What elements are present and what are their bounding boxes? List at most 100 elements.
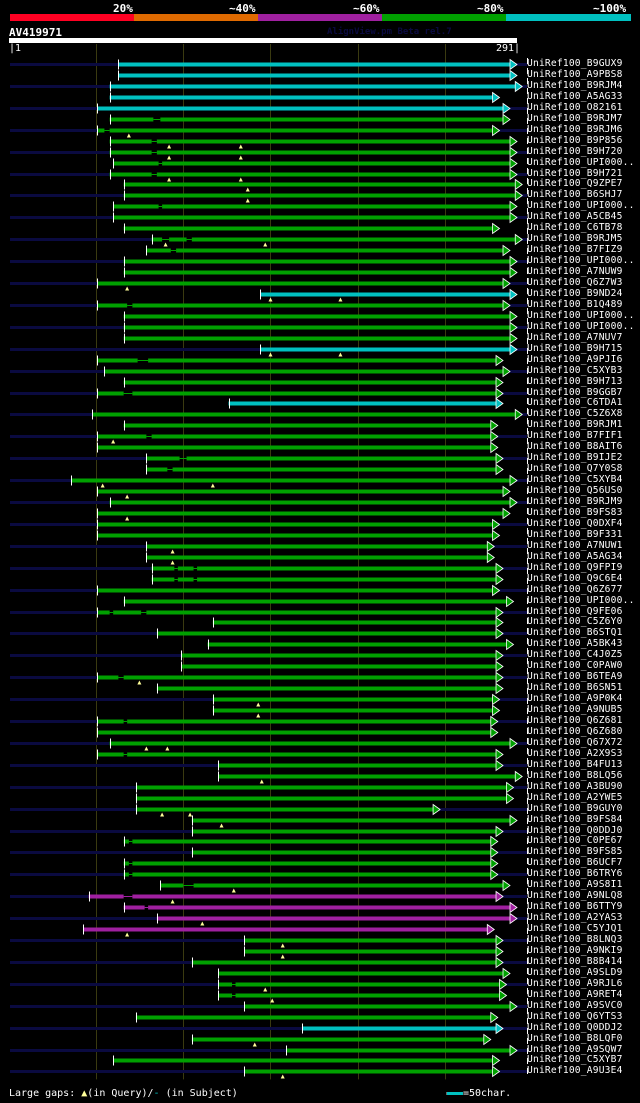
hit-label[interactable]: UniRef100_B6STQ1 — [527, 627, 623, 638]
hit-label[interactable]: UniRef100_B9GGB7 — [527, 387, 623, 398]
hit-label[interactable]: UniRef100_C6TDA1 — [527, 397, 623, 408]
hit-label[interactable]: UniRef100_A9RET4 — [527, 989, 623, 1000]
hit-label[interactable]: UniRef100_A9P0K4 — [527, 693, 623, 704]
hit-label[interactable]: UniRef100_Q6Z681 — [527, 715, 623, 726]
hit-label[interactable]: UniRef100_C6TB78 — [527, 222, 623, 233]
hit-label[interactable]: UniRef100_A9SLD9 — [527, 967, 623, 978]
hit-label[interactable]: UniRef100_C5Z6Y0 — [527, 616, 623, 627]
hit-label[interactable]: UniRef100_A9SQW7 — [527, 1044, 623, 1055]
hit-end-arrow — [506, 792, 515, 805]
hit-label[interactable]: UniRef100_B8LNQ3 — [527, 934, 623, 945]
hit-label[interactable]: UniRef100_C4J0Z5 — [527, 649, 623, 660]
hit-end-arrow — [490, 430, 499, 443]
hit-label[interactable]: UniRef100_B9RJM7 — [527, 113, 623, 124]
hit-label[interactable]: UniRef100_Q9C6E4 — [527, 573, 623, 584]
hit-label[interactable]: UniRef100_B7FIZ9 — [527, 244, 623, 255]
hit-label[interactable]: UniRef100_B6SHJ7 — [527, 189, 623, 200]
hit-label[interactable]: UniRef100_Q6Z7W3 — [527, 277, 623, 288]
hit-label[interactable]: UniRef100_B9P856 — [527, 135, 623, 146]
hit-label[interactable]: UniRef100_A9NLQ8 — [527, 890, 623, 901]
hit-label[interactable]: UniRef100_C5Z6X8 — [527, 408, 623, 419]
hit-label[interactable]: UniRef100_B9FS85 — [527, 846, 623, 857]
hit-label[interactable]: UniRef100_A9S8I1 — [527, 879, 623, 890]
hit-label[interactable]: UniRef100_A7NUW9 — [527, 266, 623, 277]
hit-label[interactable]: UniRef100_O82161 — [527, 102, 623, 113]
hit-label[interactable]: UniRef100_B6SN51 — [527, 682, 623, 693]
hit-label[interactable]: UniRef100_B6TEA9 — [527, 671, 623, 682]
hit-label[interactable]: UniRef100_Q7Y0S8 — [527, 463, 623, 474]
hit-label[interactable]: UniRef100_A9SVC0 — [527, 1000, 623, 1011]
hit-label[interactable]: UniRef100_C5XYB4 — [527, 474, 623, 485]
hit-label[interactable]: UniRef100_B1Q489 — [527, 299, 623, 310]
hit-label[interactable]: UniRef100_B9RJM6 — [527, 124, 623, 135]
hit-label[interactable]: UniRef100_A2YAS3 — [527, 912, 623, 923]
hit-label[interactable]: UniRef100_UPI000.. — [527, 310, 635, 321]
hit-end-arrow — [492, 704, 501, 717]
hit-label[interactable]: UniRef100_Q6Z677 — [527, 584, 623, 595]
hit-label[interactable]: UniRef100_B9RJM5 — [527, 233, 623, 244]
hit-end-arrow — [514, 80, 523, 93]
hit-label[interactable]: UniRef100_C0PAW0 — [527, 660, 623, 671]
hit-label[interactable]: UniRef100_B8LQF0 — [527, 1033, 623, 1044]
hit-label[interactable]: UniRef100_A9NKI9 — [527, 945, 623, 956]
hit-label[interactable]: UniRef100_UPI000.. — [527, 200, 635, 211]
hit-label[interactable]: UniRef100_B9IJE2 — [527, 452, 623, 463]
hit-label[interactable]: UniRef100_B9GUX9 — [527, 58, 623, 69]
hit-label[interactable]: UniRef100_B9GUY0 — [527, 803, 623, 814]
hit-label[interactable]: UniRef100_B8AIT6 — [527, 441, 623, 452]
hit-label[interactable]: UniRef100_B9FS83 — [527, 507, 623, 518]
hit-label[interactable]: UniRef100_Q9FPI9 — [527, 562, 623, 573]
hit-label[interactable]: UniRef100_Q67X72 — [527, 737, 623, 748]
hit-label[interactable]: UniRef100_A7NUW1 — [527, 540, 623, 551]
hit-end-arrow — [490, 419, 499, 432]
hit-label[interactable]: UniRef100_B9RJM4 — [527, 80, 623, 91]
hit-label[interactable]: UniRef100_A9PBS8 — [527, 69, 623, 80]
hit-label[interactable]: UniRef100_B8LQ56 — [527, 770, 623, 781]
hit-label[interactable]: UniRef100_A9U3E4 — [527, 1065, 623, 1076]
hit-label[interactable]: UniRef100_Q0DDJ0 — [527, 825, 623, 836]
hit-label[interactable]: UniRef100_Q56US0 — [527, 485, 623, 496]
hit-label[interactable]: UniRef100_A9PJI6 — [527, 354, 623, 365]
hit-label[interactable]: UniRef100_C5XYB3 — [527, 365, 623, 376]
hit-label[interactable]: UniRef100_B9FS84 — [527, 814, 623, 825]
hit-label[interactable]: UniRef100_C0PE67 — [527, 835, 623, 846]
hit-label[interactable]: UniRef100_B6TRY6 — [527, 868, 623, 879]
hit-label[interactable]: UniRef100_UPI000.. — [527, 157, 635, 168]
hit-label[interactable]: UniRef100_Q0DXF4 — [527, 518, 623, 529]
hit-label[interactable]: UniRef100_A5AG34 — [527, 551, 623, 562]
hit-label[interactable]: UniRef100_B6UCF7 — [527, 857, 623, 868]
hit-label[interactable]: UniRef100_A5BK43 — [527, 638, 623, 649]
hit-label[interactable]: UniRef100_A2X9S3 — [527, 748, 623, 759]
hit-label[interactable]: UniRef100_B8B414 — [527, 956, 623, 967]
hit-end-arrow — [495, 616, 504, 629]
hit-label[interactable]: UniRef100_Q6YTS3 — [527, 1011, 623, 1022]
hit-label[interactable]: UniRef100_B9RJM1 — [527, 419, 623, 430]
hit-label[interactable]: UniRef100_A5AG33 — [527, 91, 623, 102]
hit-label[interactable]: UniRef100_B7FIF1 — [527, 430, 623, 441]
hit-label[interactable]: UniRef100_B6TTY9 — [527, 901, 623, 912]
hit-label[interactable]: UniRef100_A7NUV7 — [527, 332, 623, 343]
hit-label[interactable]: UniRef100_UPI000.. — [527, 321, 635, 332]
hit-label[interactable]: UniRef100_B9H720 — [527, 146, 623, 157]
hit-label[interactable]: UniRef100_Q9ZPE7 — [527, 178, 623, 189]
hit-label[interactable]: UniRef100_A2YWE5 — [527, 792, 623, 803]
hit-label[interactable]: UniRef100_C5YJQ1 — [527, 923, 623, 934]
hit-label[interactable]: UniRef100_B9H713 — [527, 376, 623, 387]
hit-label[interactable]: UniRef100_B9ND24 — [527, 288, 623, 299]
query-name: AV419971 — [9, 26, 62, 39]
hit-label[interactable]: UniRef100_B9F331 — [527, 529, 623, 540]
hit-label[interactable]: UniRef100_B9H721 — [527, 168, 623, 179]
hit-label[interactable]: UniRef100_B9H715 — [527, 343, 623, 354]
hit-label[interactable]: UniRef100_B9RJM9 — [527, 496, 623, 507]
hit-label[interactable]: UniRef100_A9RJL6 — [527, 978, 623, 989]
hit-label[interactable]: UniRef100_B4FU13 — [527, 759, 623, 770]
hit-label[interactable]: UniRef100_C5XYB7 — [527, 1054, 623, 1065]
hit-label[interactable]: UniRef100_Q0DDJ2 — [527, 1022, 623, 1033]
hit-label[interactable]: UniRef100_A3BU90 — [527, 781, 623, 792]
hit-label[interactable]: UniRef100_A9NUB5 — [527, 704, 623, 715]
hit-label[interactable]: UniRef100_A5CB45 — [527, 211, 623, 222]
hit-label[interactable]: UniRef100_Q9FE06 — [527, 606, 623, 617]
hit-label[interactable]: UniRef100_Q6Z680 — [527, 726, 623, 737]
hit-label[interactable]: UniRef100_UPI000.. — [527, 595, 635, 606]
hit-label[interactable]: UniRef100_UPI000.. — [527, 255, 635, 266]
